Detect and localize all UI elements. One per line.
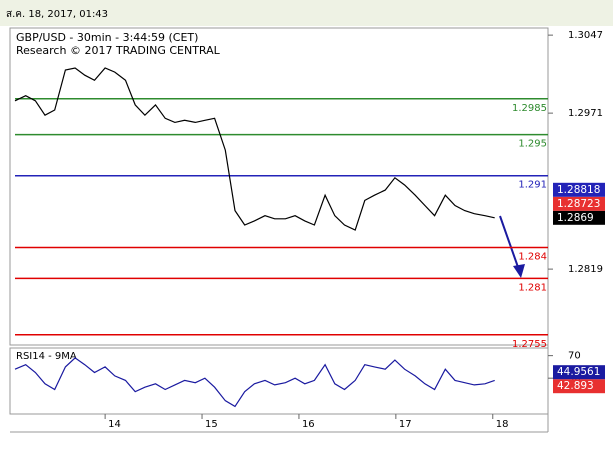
y-tick-label: 1.2971 <box>568 108 603 119</box>
chart-subtitle: Research © 2017 TRADING CENTRAL <box>16 44 221 57</box>
x-tick-label: 14 <box>108 419 121 430</box>
price-tag <box>553 210 605 225</box>
price-tag <box>553 365 605 380</box>
price-tag <box>553 379 605 394</box>
level-label: 1.295 <box>518 139 547 150</box>
level-label: 1.291 <box>518 180 547 191</box>
price-tag-label: 1.28723 <box>557 198 600 210</box>
rsi-title: RSI14 - 9MA <box>16 351 77 362</box>
price-tag <box>553 196 605 211</box>
x-tick-label: 15 <box>205 419 218 430</box>
top-bar <box>0 0 613 26</box>
x-tick-label: 17 <box>399 419 412 430</box>
series-line <box>14 357 495 408</box>
forecast-arrow <box>499 215 525 278</box>
price-tag-label: 42.893 <box>557 380 594 392</box>
price-tag-label: 44.9561 <box>557 366 600 378</box>
x-tick-label: 16 <box>302 419 315 430</box>
level-label: 1.2985 <box>512 103 547 114</box>
series-line <box>14 67 495 231</box>
price-tag-label: 1.28818 <box>557 184 600 196</box>
timestamp: ส.ค. 18, 2017, 01:43 <box>6 9 108 20</box>
y-tick-label: 1.2819 <box>568 264 603 275</box>
level-label: 1.2755 <box>512 339 547 350</box>
price-tag-label: 1.2869 <box>557 212 594 224</box>
level-label: 1.281 <box>518 282 547 293</box>
x-tick-label: 18 <box>496 419 509 430</box>
level-label: 1.284 <box>518 252 547 263</box>
chart-title: GBP/USD - 30min - 3:44:59 (CET) <box>16 31 198 44</box>
y-tick-label: 70 <box>568 351 581 362</box>
price-tag <box>553 182 605 197</box>
y-tick-label: 1.3047 <box>568 30 603 41</box>
